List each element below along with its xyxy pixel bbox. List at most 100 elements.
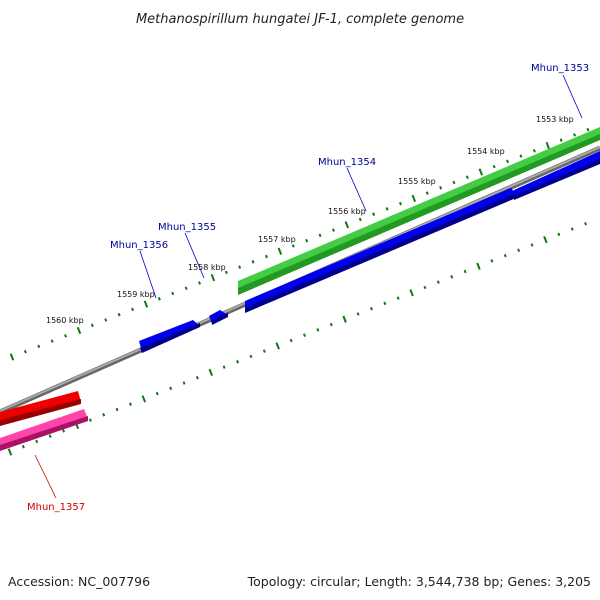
outer-tick [318,233,322,238]
outer-tick [291,244,295,248]
inner-tick [155,391,159,396]
inner-tick [423,285,427,290]
inner-tick [222,365,226,369]
tick-label-1553: 1553 kbp [536,115,574,124]
inner-tick [316,328,320,332]
inner-tick [503,253,507,258]
inner-tick [463,269,467,274]
inner-tick [102,413,106,417]
cds-mhun-1356[interactable] [139,320,200,353]
inner-tick [141,395,147,403]
outer-tick [559,138,563,142]
inner-tick [182,381,186,385]
inner-tick [128,402,132,406]
inner-tick [409,289,414,297]
gene-label-mhun-1356[interactable]: Mhun_1356 [110,240,168,299]
tick-label-1560: 1560 kbp [46,316,84,325]
inner-tick [476,262,481,270]
outer-tick [131,307,135,312]
inner-tick [48,434,52,438]
gene-label-mhun-1357[interactable]: Mhun_1357 [27,454,85,513]
outer-tick [331,228,335,232]
outer-tick [344,221,350,229]
outer-tick [519,154,523,158]
cds-mhun-1353[interactable] [511,151,600,200]
outer-tick [90,323,94,328]
outer-tick [452,180,456,185]
outer-tick [238,265,242,269]
outer-tick [117,312,121,317]
tick-labels: 1553 kbp 1554 kbp 1555 kbp 1556 kbp 1557… [46,115,574,325]
tick-label-1559: 1559 kbp [117,290,155,299]
forward-cds-feature[interactable] [238,127,600,295]
outer-tick [143,300,149,308]
gene-label-mhun-1354[interactable]: Mhun_1354 [318,157,376,212]
outer-tick [372,212,376,216]
gene-label-mhun-1355[interactable]: Mhun_1355 [158,222,216,279]
inner-tick [329,322,333,327]
inner-tick [530,243,534,247]
outer-tick [586,127,590,132]
inner-tick [275,342,280,350]
outer-tick [50,339,54,343]
inner-tick [570,227,574,231]
outer-tick [506,159,510,164]
inner-tick [249,354,253,359]
cds-pink-feature[interactable] [0,409,88,451]
inner-tick [490,259,494,263]
cds-mhun-1357[interactable] [0,391,81,426]
outer-tick [210,274,216,282]
inner-tick [302,333,306,337]
outer-tick [465,175,469,179]
inner-tick [35,439,39,444]
inner-tick [517,248,521,253]
outer-tick-ring [9,127,590,361]
inner-tick [356,312,360,316]
outer-tick [305,238,309,243]
outer-tick [478,168,484,176]
tick-label-1558: 1558 kbp [188,263,226,272]
outer-tick [411,194,417,202]
outer-tick [358,217,362,222]
gene-label-text: Mhun_1357 [27,502,85,513]
inner-tick [383,301,387,306]
outer-tick [277,247,283,255]
outer-tick [264,254,268,259]
outer-tick [157,297,161,301]
outer-tick [184,286,188,290]
inner-tick [7,448,13,456]
outer-tick [76,326,82,335]
inner-tick [195,375,199,380]
outer-tick [23,349,27,354]
outer-tick [37,344,41,349]
outer-tick [198,281,202,285]
accession-text: Accession: NC_007796 [8,574,150,589]
outer-tick [492,164,496,169]
outer-tick [64,334,68,338]
inner-tick [584,222,588,226]
inner-tick [169,386,173,391]
outer-tick [104,318,108,322]
tick-label-1555: 1555 kbp [398,177,436,186]
gene-label-text: Mhun_1355 [158,222,216,233]
outer-tick [9,353,15,361]
inner-tick [262,349,266,353]
tick-label-1554: 1554 kbp [467,147,505,156]
inner-tick [436,280,440,284]
inner-tick [557,232,561,237]
outer-tick [251,260,255,264]
tick-label-1557: 1557 kbp [258,235,296,244]
gene-label-text: Mhun_1353 [531,63,589,74]
outer-tick [385,207,389,211]
cds-mhun-1354[interactable] [245,188,516,313]
cds-mhun-1355[interactable] [209,310,228,325]
gene-label-text: Mhun_1354 [318,157,376,168]
gene-label-mhun-1353[interactable]: Mhun_1353 [531,63,589,119]
outer-tick [439,186,443,190]
inner-tick [543,236,548,244]
outer-tick [398,201,402,206]
gene-label-text: Mhun_1356 [110,240,168,251]
inner-tick [289,338,293,343]
inner-tick [21,444,25,449]
